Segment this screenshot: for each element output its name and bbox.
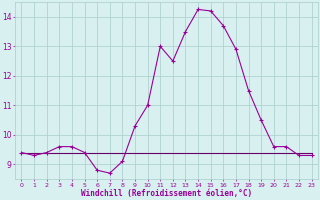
X-axis label: Windchill (Refroidissement éolien,°C): Windchill (Refroidissement éolien,°C) xyxy=(81,189,252,198)
